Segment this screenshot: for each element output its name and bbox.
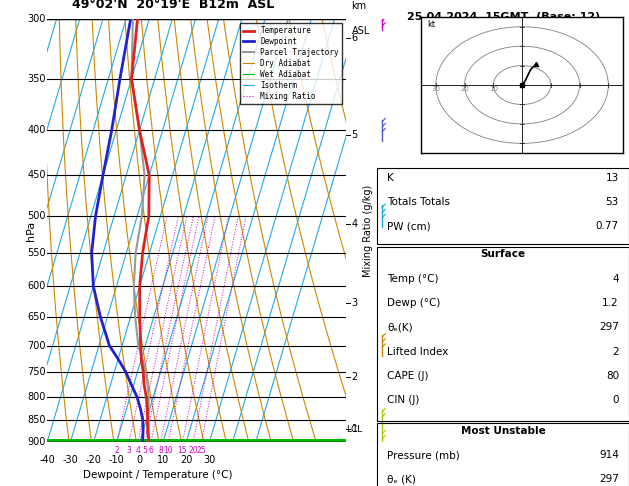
Text: LCL: LCL: [346, 425, 362, 434]
Text: 297: 297: [599, 322, 619, 332]
X-axis label: Dewpoint / Temperature (°C): Dewpoint / Temperature (°C): [83, 470, 233, 480]
Text: 80: 80: [606, 371, 619, 381]
Text: 15: 15: [178, 447, 187, 455]
Text: 4: 4: [352, 219, 357, 228]
Text: hPa: hPa: [26, 221, 36, 241]
Text: 10: 10: [164, 447, 173, 455]
Text: 49°02'N  20°19'E  B12m  ASL: 49°02'N 20°19'E B12m ASL: [72, 0, 274, 11]
Text: 5: 5: [352, 130, 358, 140]
Text: 2: 2: [114, 447, 120, 455]
Text: 0.77: 0.77: [596, 221, 619, 231]
Text: -20: -20: [86, 455, 101, 465]
Text: 6: 6: [148, 447, 153, 455]
Text: Mixing Ratio (g/kg): Mixing Ratio (g/kg): [363, 185, 373, 277]
Text: 500: 500: [27, 211, 46, 221]
Text: 3: 3: [126, 447, 131, 455]
Text: 5: 5: [143, 447, 147, 455]
Text: 30: 30: [431, 86, 440, 92]
Text: 8: 8: [158, 447, 163, 455]
Text: Lifted Index: Lifted Index: [387, 347, 449, 357]
Text: 20: 20: [180, 455, 192, 465]
Legend: Temperature, Dewpoint, Parcel Trajectory, Dry Adiabat, Wet Adiabat, Isotherm, Mi: Temperature, Dewpoint, Parcel Trajectory…: [240, 23, 342, 104]
Bar: [377, 423, 629, 486]
Text: 900: 900: [27, 437, 46, 447]
Text: 1.2: 1.2: [603, 298, 619, 308]
Text: km: km: [352, 1, 367, 11]
Text: -10: -10: [109, 455, 125, 465]
Text: 400: 400: [27, 125, 46, 135]
Text: 3: 3: [352, 298, 357, 308]
Text: CIN (J): CIN (J): [387, 395, 420, 405]
Text: Pressure (mb): Pressure (mb): [387, 450, 460, 460]
Bar: [377, 168, 629, 244]
Text: 0: 0: [136, 455, 143, 465]
Text: 10: 10: [489, 86, 498, 92]
Text: Dewp (°C): Dewp (°C): [387, 298, 441, 308]
Text: 650: 650: [27, 312, 46, 322]
Text: -40: -40: [39, 455, 55, 465]
Text: 914: 914: [599, 450, 619, 460]
Text: 25.04.2024  15GMT  (Base: 12): 25.04.2024 15GMT (Base: 12): [406, 12, 600, 22]
Text: 450: 450: [27, 171, 46, 180]
Text: 750: 750: [27, 367, 46, 377]
Text: 350: 350: [27, 74, 46, 84]
Text: Most Unstable: Most Unstable: [461, 426, 545, 436]
Text: 550: 550: [27, 248, 46, 258]
Text: 20: 20: [188, 447, 198, 455]
Text: 600: 600: [27, 281, 46, 291]
Text: θₑ (K): θₑ (K): [387, 474, 416, 485]
Text: 4: 4: [135, 447, 140, 455]
Text: Temp (°C): Temp (°C): [387, 274, 439, 284]
Text: 1: 1: [352, 424, 357, 434]
Text: PW (cm): PW (cm): [387, 221, 431, 231]
Text: CAPE (J): CAPE (J): [387, 371, 429, 381]
Text: 2: 2: [352, 372, 358, 382]
Text: -30: -30: [62, 455, 78, 465]
Text: 25: 25: [196, 447, 206, 455]
Text: 0: 0: [613, 395, 619, 405]
Text: 700: 700: [27, 341, 46, 350]
Text: 4: 4: [612, 274, 619, 284]
Text: θₑ(K): θₑ(K): [387, 322, 413, 332]
Text: 10: 10: [157, 455, 169, 465]
Text: 13: 13: [606, 173, 619, 183]
Text: 800: 800: [27, 392, 46, 402]
Text: 53: 53: [606, 197, 619, 207]
Text: 6: 6: [352, 33, 357, 43]
Text: Surface: Surface: [481, 249, 526, 260]
Text: Totals Totals: Totals Totals: [387, 197, 450, 207]
Text: 850: 850: [27, 415, 46, 425]
Text: 20: 20: [460, 86, 469, 92]
Text: 300: 300: [27, 15, 46, 24]
Text: ASL: ASL: [352, 26, 370, 36]
Text: 2: 2: [612, 347, 619, 357]
Text: K: K: [387, 173, 394, 183]
Bar: [377, 247, 629, 421]
Text: kt: kt: [427, 20, 435, 29]
Text: 297: 297: [599, 474, 619, 485]
Text: 30: 30: [203, 455, 215, 465]
